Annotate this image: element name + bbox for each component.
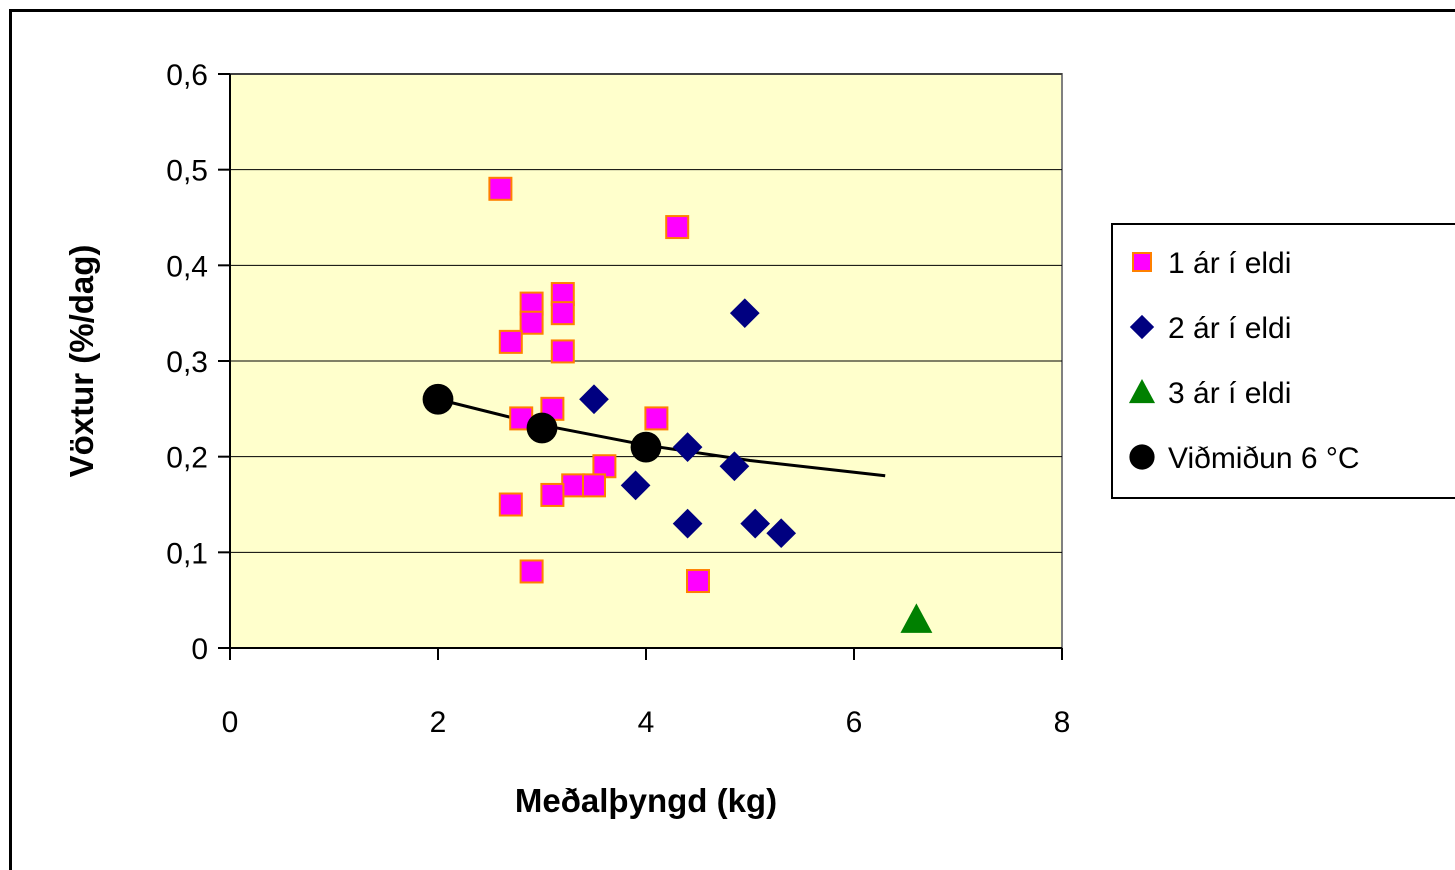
x-tick-label: 8 [1054,706,1071,739]
square-point [644,406,669,431]
x-tick-label: 6 [846,706,863,739]
circle-point [526,412,558,444]
legend-diamond-marker [1129,314,1155,340]
diamond-point [620,470,651,501]
diamond-point [740,508,771,539]
y-tick-label: 0,4 [166,250,208,283]
diamond-point [672,508,703,539]
square-point [519,310,544,335]
square-point [540,482,565,507]
square-point [498,492,523,517]
diamond-point [672,432,703,462]
y-tick-label: 0,3 [166,346,208,379]
diamond-point [729,298,760,329]
legend-label: 2 ár í eldi [1168,312,1291,345]
x-tick-label: 4 [638,706,655,739]
diamond-point [766,518,797,549]
square-point [488,176,513,201]
triangle-point [900,603,933,633]
square-point [498,329,523,354]
legend-label: 1 ár í eldi [1168,247,1291,280]
square-point [550,339,575,364]
y-tick-label: 0,5 [166,155,208,188]
x-tick-label: 2 [430,706,447,739]
chart-frame [9,9,1455,870]
diamond-point [579,384,609,415]
x-tick-label: 0 [222,706,239,739]
square-point [686,569,710,594]
tick-labels: 0 2 4 6 8 0 0,1 0,2 0,3 0,4 0,5 0,6 [166,59,1070,739]
legend-triangle-marker [1128,378,1156,404]
legend-square-marker [1132,252,1152,272]
square-point [665,215,690,240]
y-axis-title: Vöxtur (%/dag) [63,245,100,478]
square-point [561,473,586,498]
data-marks [422,176,933,633]
y-tick-label: 0,6 [166,59,208,92]
legend-box [1111,223,1455,499]
circle-point [422,383,454,415]
legend: 1 ár í eldi 2 ár í eldi 3 ár í eldi Viðmiðu… [1111,223,1455,499]
diamond-point [719,451,750,482]
y-tick-label: 0,2 [166,442,208,475]
y-tick-label: 0 [191,633,208,666]
square-point [519,559,544,584]
legend-label: Viðmiðun 6 °C [1168,442,1360,475]
legend-label: 3 ár í eldi [1168,377,1291,410]
square-point [550,301,575,326]
legend-circle-marker [1129,444,1155,470]
square-point [582,473,606,498]
circle-point [630,431,662,463]
x-axis-title: Meðalþyngd (kg) [515,782,777,819]
y-tick-label: 0,1 [166,537,208,570]
